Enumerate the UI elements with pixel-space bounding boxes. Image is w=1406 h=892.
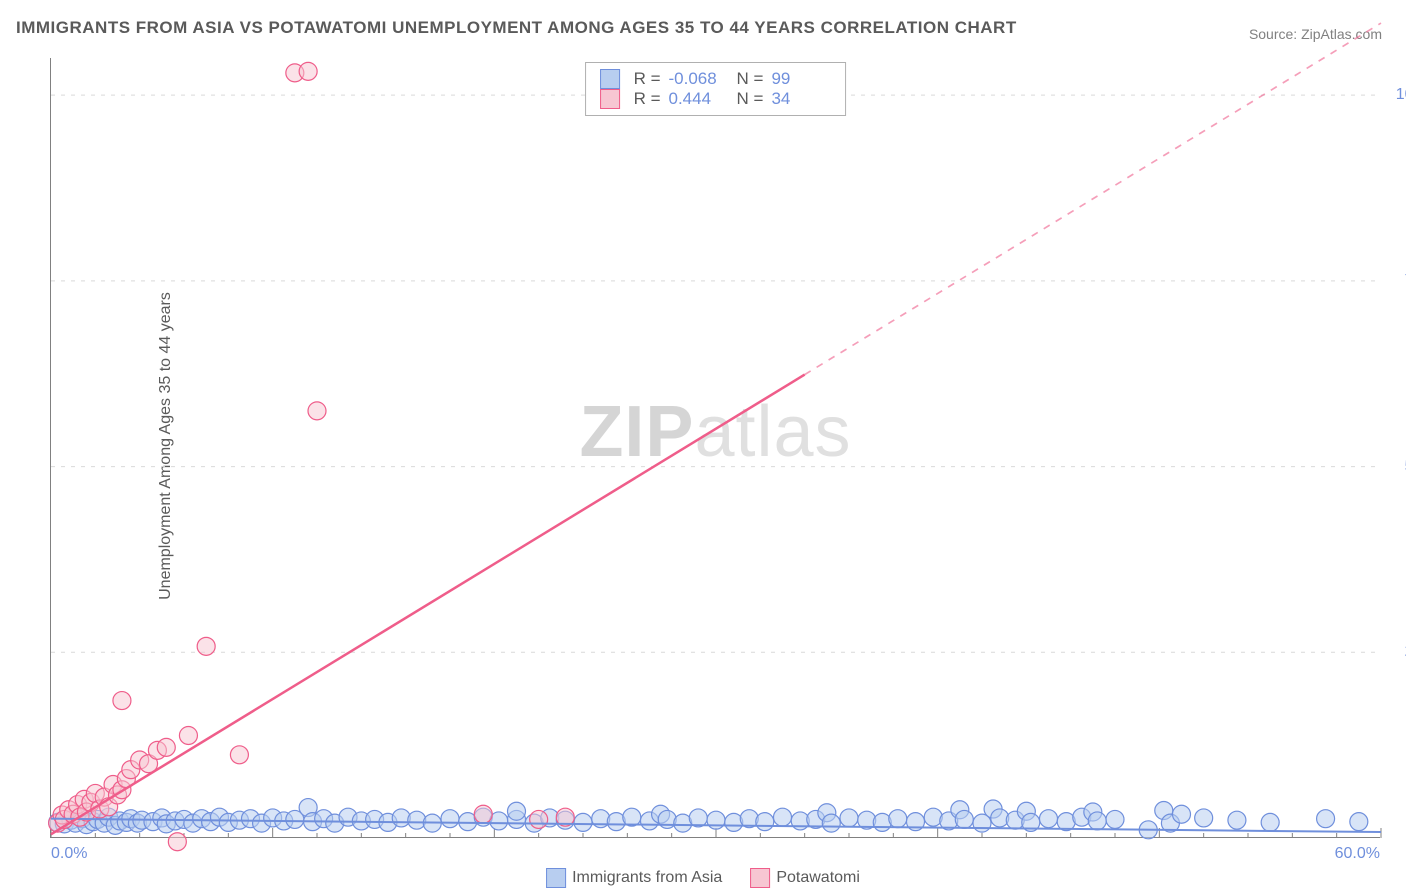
n-value: 34	[771, 89, 831, 109]
legend-swatch	[750, 868, 770, 888]
n-label: N =	[737, 69, 764, 89]
plot-area: ZIPatlas R =-0.068N =99R =0.444N =34 25.…	[50, 58, 1380, 838]
chart-title: IMMIGRANTS FROM ASIA VS POTAWATOMI UNEMP…	[16, 18, 1017, 38]
y-tick-label: 25.0%	[1390, 643, 1406, 661]
r-value: 0.444	[669, 89, 729, 109]
legend-item: Potawatomi	[750, 868, 860, 888]
legend-label: Immigrants from Asia	[572, 869, 722, 886]
source-attribution: Source: ZipAtlas.com	[1249, 26, 1382, 42]
r-value: -0.068	[669, 69, 729, 89]
n-label: N =	[737, 89, 764, 109]
correlation-row: R = 0.444 N = 34	[600, 89, 832, 109]
r-label: R =	[634, 89, 661, 109]
legend-swatch	[600, 69, 620, 89]
legend-swatch	[546, 868, 566, 888]
y-tick-label: 50.0%	[1390, 458, 1406, 476]
legend-label: Potawatomi	[776, 869, 860, 886]
correlation-row: R = -0.068 N = 99	[600, 69, 832, 89]
legend-item: Immigrants from Asia	[546, 868, 722, 888]
x-tick-label: 0.0%	[51, 845, 87, 863]
r-label: R =	[634, 69, 661, 89]
series-legend: Immigrants from Asia Potawatomi	[546, 868, 860, 888]
correlation-legend: R = -0.068 N = 99 R = 0.444 N = 34	[585, 62, 847, 116]
x-tick-label: 60.0%	[1335, 845, 1380, 863]
regression-layer	[51, 58, 1380, 837]
n-value: 99	[771, 69, 831, 89]
y-tick-label: 100.0%	[1390, 86, 1406, 104]
legend-swatch	[600, 89, 620, 109]
y-tick-label: 75.0%	[1390, 272, 1406, 290]
